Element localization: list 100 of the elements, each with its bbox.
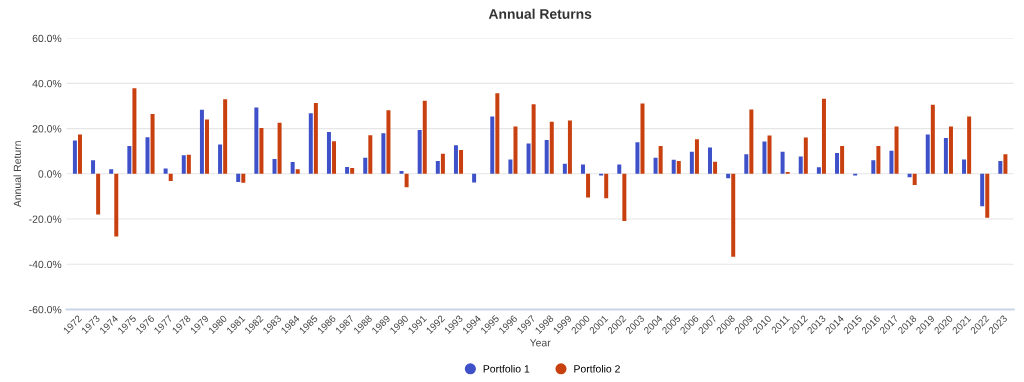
bar — [767, 135, 772, 174]
bar — [254, 107, 259, 174]
bar — [508, 159, 513, 174]
bar — [713, 161, 718, 174]
bar — [417, 129, 422, 174]
bar — [163, 168, 168, 174]
bar — [313, 103, 318, 174]
bar — [871, 160, 876, 174]
bar — [562, 163, 567, 174]
bar — [998, 160, 1003, 174]
bar — [912, 173, 917, 186]
bar — [381, 133, 386, 174]
bar — [259, 127, 264, 174]
bar — [967, 116, 972, 174]
bar — [835, 153, 840, 174]
bar — [277, 122, 282, 174]
bar — [326, 132, 331, 174]
bar — [386, 110, 391, 174]
bar — [617, 164, 622, 174]
bar — [780, 151, 785, 174]
bar — [272, 159, 277, 174]
bar — [472, 173, 477, 183]
bar — [91, 160, 96, 174]
bar — [708, 147, 712, 174]
y-tick-label: 20.0% — [32, 125, 62, 133]
bar — [962, 159, 967, 174]
bar — [689, 151, 694, 174]
bar — [168, 173, 173, 182]
bar — [404, 173, 409, 188]
bar — [295, 169, 300, 174]
bar — [350, 167, 355, 174]
bar — [218, 144, 223, 174]
bar — [749, 109, 754, 174]
bar — [72, 140, 77, 174]
bar — [150, 113, 155, 174]
bar — [731, 173, 736, 257]
bar — [694, 139, 699, 174]
bar — [459, 150, 464, 174]
bar — [132, 88, 137, 174]
y-tick-label: 60.0% — [32, 34, 62, 43]
bar — [440, 153, 445, 174]
bar — [676, 160, 681, 174]
bar — [604, 173, 609, 199]
bar — [803, 137, 808, 174]
bar — [368, 135, 373, 174]
bar — [186, 154, 191, 174]
y-tick-label: -40.0% — [29, 260, 62, 269]
bar — [744, 154, 749, 174]
bar — [399, 171, 404, 174]
bar — [223, 99, 228, 174]
y-tick-label: 0.0% — [38, 170, 62, 178]
bar — [635, 142, 640, 174]
bar — [925, 134, 930, 174]
bar — [980, 173, 985, 207]
bar — [490, 116, 495, 174]
bar — [77, 134, 82, 174]
bar — [653, 157, 658, 174]
bar — [199, 109, 204, 174]
bar — [526, 143, 531, 174]
bar — [109, 169, 114, 174]
bar — [495, 93, 500, 174]
y-axis-title: Annual Return — [13, 141, 22, 208]
bar — [332, 141, 337, 174]
bar — [930, 104, 935, 174]
bar — [798, 156, 803, 174]
bar — [549, 121, 554, 174]
bar — [894, 126, 899, 174]
bar — [567, 120, 572, 174]
x-axis-title: Year — [529, 339, 551, 347]
legend-label: Portfolio 1 — [483, 364, 530, 373]
bar — [453, 145, 458, 174]
bar — [435, 160, 440, 174]
bar — [345, 167, 350, 174]
bar — [821, 98, 826, 174]
bar — [531, 104, 536, 174]
bar — [181, 155, 186, 174]
bar — [943, 138, 948, 174]
bar — [114, 173, 119, 237]
bar — [889, 150, 894, 174]
bar — [985, 173, 990, 218]
y-tick-label: -20.0% — [29, 215, 62, 223]
bar — [816, 167, 821, 174]
bar — [1003, 154, 1008, 174]
bar — [145, 137, 150, 174]
bar — [363, 157, 368, 174]
bar — [241, 173, 246, 183]
bar — [422, 100, 427, 174]
bar — [96, 173, 101, 215]
bar — [948, 126, 953, 174]
bar — [580, 164, 585, 174]
bar — [762, 141, 767, 174]
bar — [290, 162, 295, 174]
bar — [658, 146, 663, 174]
bar — [586, 173, 591, 198]
chart-title: Annual Returns — [488, 8, 592, 19]
bar — [513, 126, 518, 174]
bar — [622, 173, 627, 222]
y-tick-label: 40.0% — [32, 79, 62, 88]
bar — [544, 139, 549, 174]
bar — [205, 119, 209, 174]
